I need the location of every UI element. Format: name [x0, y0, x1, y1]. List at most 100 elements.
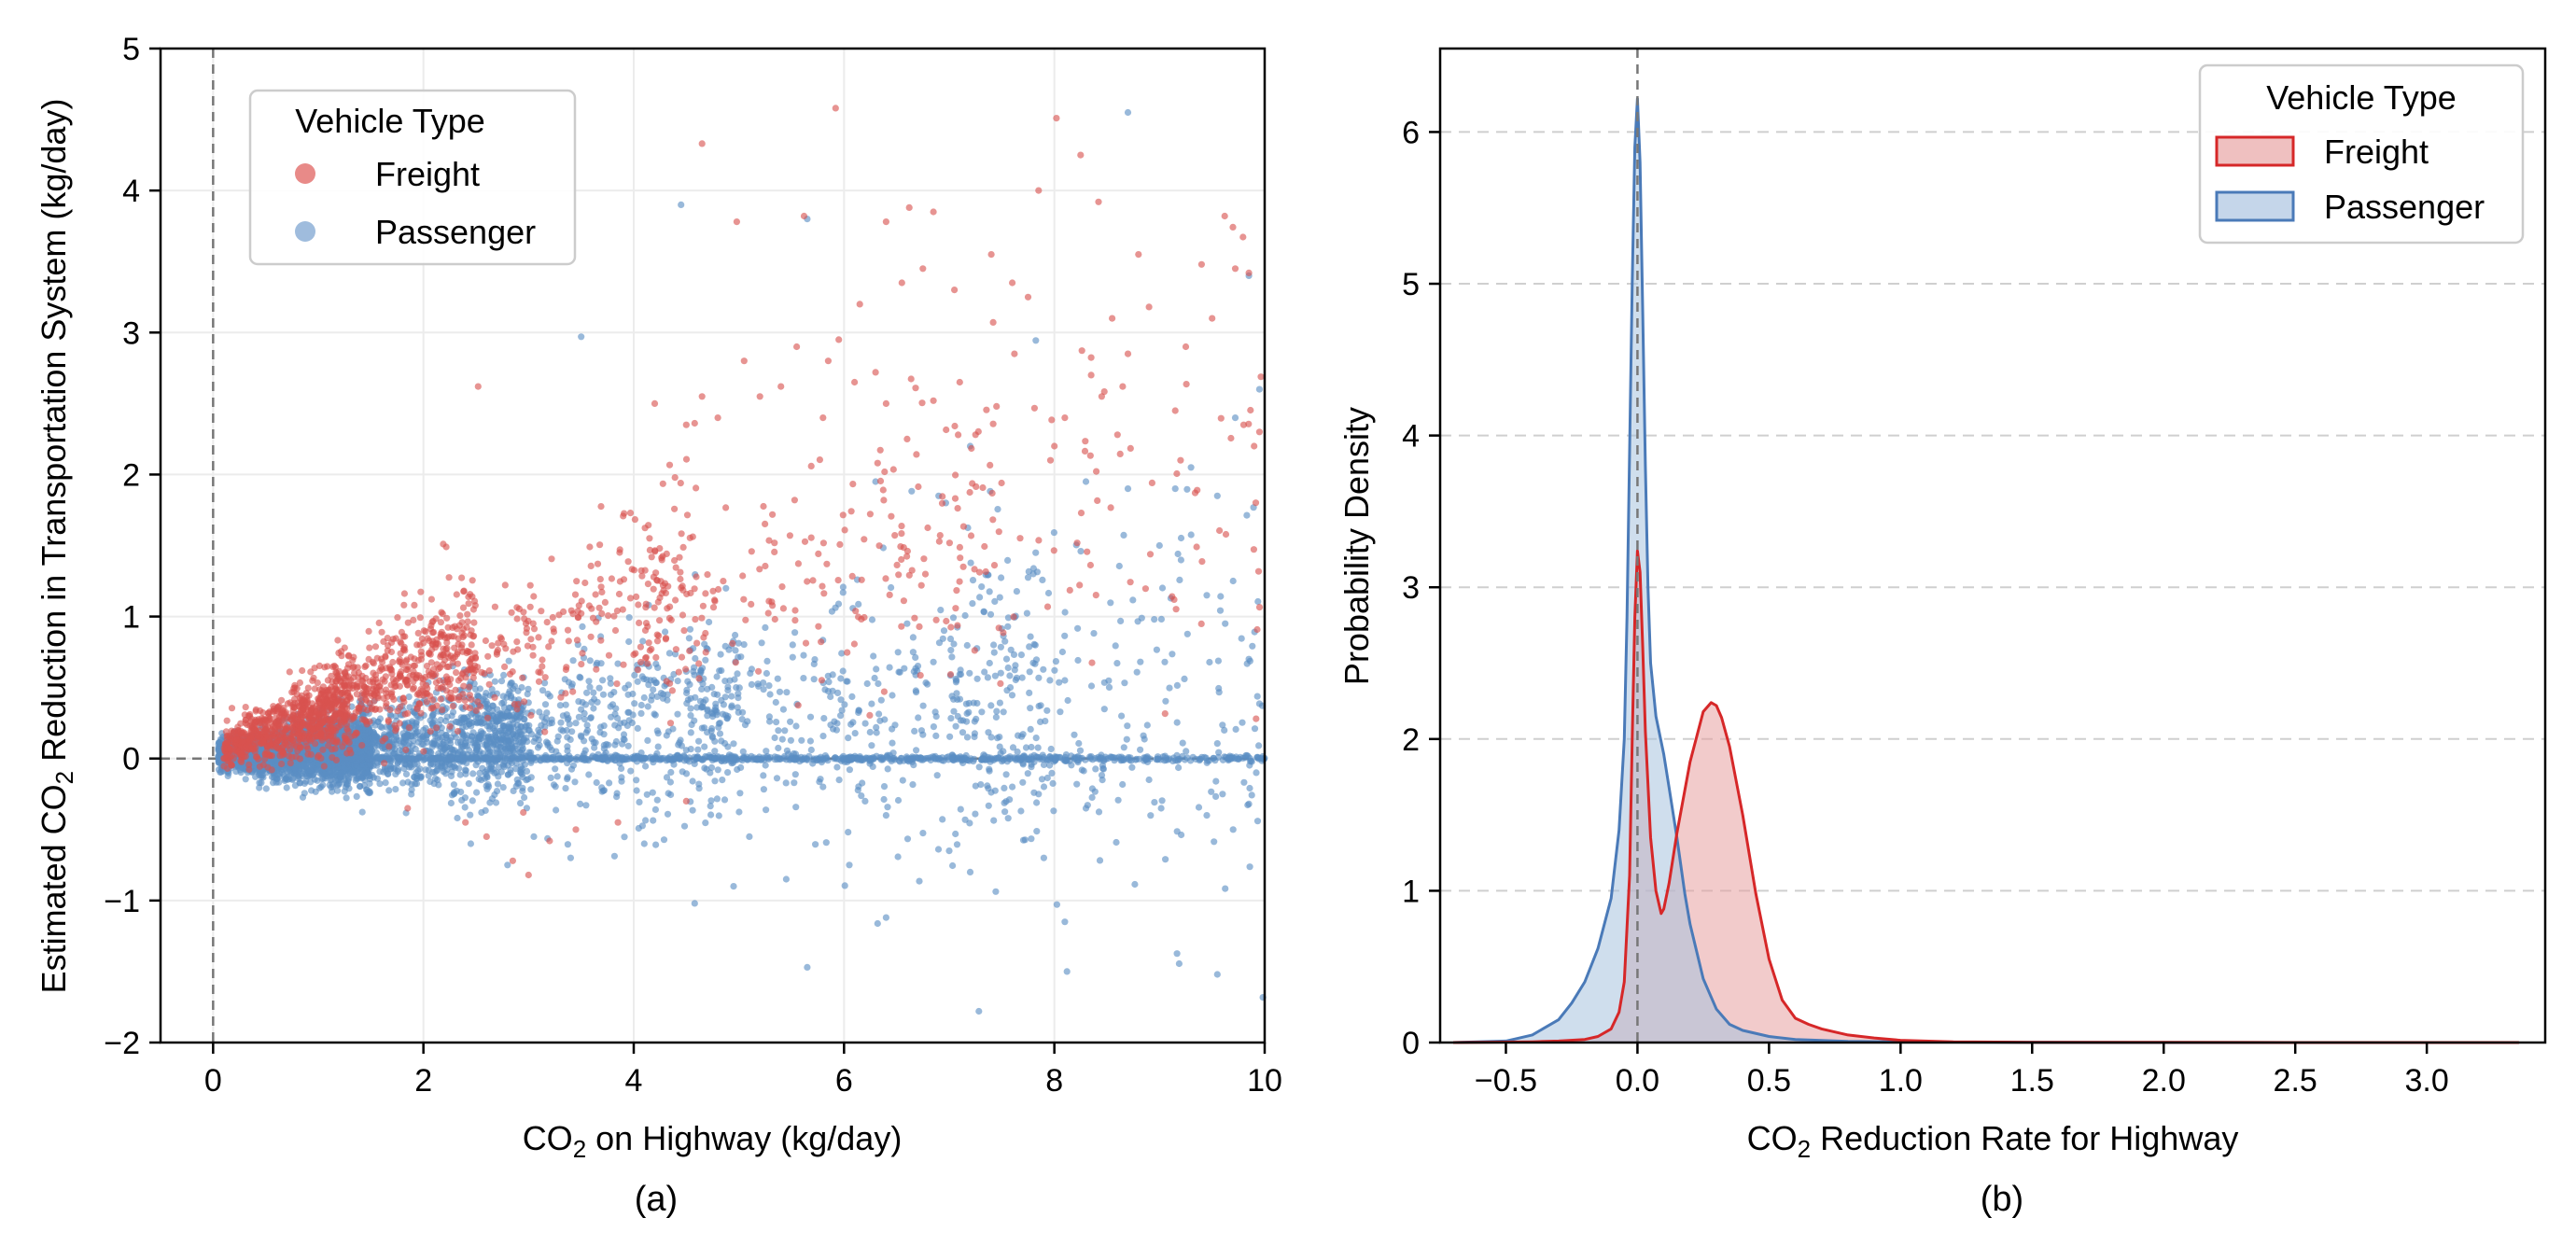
passenger-point [417, 774, 425, 782]
passenger-point [653, 796, 661, 804]
passenger-point [835, 777, 843, 784]
passenger-point [1221, 726, 1228, 735]
passenger-point [654, 664, 662, 672]
passenger-point [908, 487, 916, 495]
passenger-point [1050, 529, 1057, 537]
passenger-point [1001, 808, 1009, 816]
passenger-point [483, 740, 490, 748]
passenger-point [1000, 708, 1007, 716]
passenger-point [966, 669, 973, 677]
passenger-point [455, 764, 463, 772]
passenger-point [875, 710, 883, 718]
passenger-point [296, 779, 303, 787]
passenger-point [1051, 666, 1058, 674]
passenger-point [1157, 805, 1165, 812]
passenger-point [572, 720, 580, 727]
passenger-point [1098, 772, 1106, 779]
passenger-point [527, 774, 535, 781]
passenger-point [973, 699, 981, 707]
passenger-point [510, 748, 517, 755]
passenger-point [1243, 511, 1251, 519]
passenger-point [467, 736, 474, 744]
passenger-point [341, 788, 348, 795]
passenger-point [947, 715, 955, 722]
passenger-point [1004, 556, 1012, 565]
passenger-point [711, 777, 719, 785]
passenger-point [652, 679, 660, 687]
passenger-point [933, 772, 941, 779]
passenger-point [937, 607, 945, 614]
passenger-point [981, 668, 988, 676]
passenger-point [841, 882, 848, 889]
passenger-point [985, 802, 992, 809]
passenger-point [798, 736, 805, 744]
passenger-point [950, 640, 958, 648]
passenger-point [491, 678, 499, 685]
passenger-point [232, 768, 240, 776]
passenger-point [1212, 777, 1220, 785]
passenger-point [939, 816, 946, 823]
passenger-point [1017, 651, 1025, 659]
passenger-point [1179, 739, 1186, 747]
passenger-point [980, 608, 987, 615]
passenger-point [684, 696, 693, 704]
passenger-point [1044, 589, 1053, 597]
passenger-point [1120, 744, 1127, 751]
passenger-point [489, 702, 497, 709]
passenger-point [735, 694, 742, 702]
passenger-point [660, 836, 668, 844]
passenger-point [587, 714, 595, 722]
passenger-point [975, 763, 983, 771]
passenger-point [1013, 674, 1020, 681]
passenger-point [612, 737, 621, 746]
passenger-point [875, 679, 882, 688]
passenger-point [564, 841, 572, 848]
passenger-point [1151, 799, 1158, 806]
passenger-point [552, 765, 559, 773]
passenger-point [689, 777, 696, 785]
passenger-point [414, 766, 422, 775]
passenger-point [569, 657, 577, 665]
passenger-point [714, 766, 721, 774]
passenger-point [748, 680, 756, 689]
passenger-point [734, 765, 741, 774]
passenger-point [1056, 679, 1063, 686]
passenger-point [1035, 674, 1043, 681]
passenger-point [683, 686, 691, 693]
passenger-point [990, 641, 998, 649]
passenger-point [242, 776, 249, 783]
passenger-point [863, 679, 871, 688]
passenger-point [564, 747, 571, 755]
passenger-point [665, 650, 674, 657]
passenger-point [706, 618, 713, 626]
passenger-point [990, 817, 998, 824]
passenger-point [880, 795, 888, 804]
passenger-point [775, 727, 782, 735]
passenger-point [408, 786, 415, 793]
passenger-point [600, 745, 609, 752]
passenger-point [607, 703, 614, 710]
passenger-point [728, 693, 735, 700]
passenger-point [1024, 770, 1031, 777]
passenger-point [645, 681, 652, 689]
passenger-point [450, 781, 457, 789]
passenger-point [839, 667, 847, 675]
passenger-point [262, 785, 270, 792]
passenger-point [461, 715, 469, 722]
passenger-point [364, 739, 371, 747]
passenger-point [828, 608, 836, 615]
passenger-point [707, 727, 715, 735]
passenger-point [399, 779, 407, 787]
passenger-point [383, 723, 390, 731]
passenger-point [845, 829, 852, 836]
passenger-point [613, 790, 621, 797]
passenger-point [1240, 778, 1248, 786]
passenger-point [492, 732, 499, 739]
passenger-point [675, 741, 682, 749]
passenger-point [956, 671, 963, 679]
passenger-point [1028, 763, 1035, 771]
passenger-point [505, 737, 512, 745]
passenger-point [889, 692, 896, 699]
passenger-point [773, 719, 780, 726]
